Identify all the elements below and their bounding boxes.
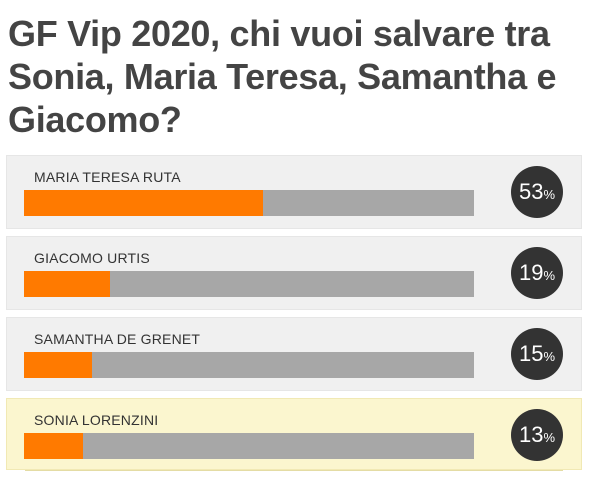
result-bar-fill — [24, 352, 92, 378]
percent-sign: % — [543, 187, 556, 202]
percent-value: 53 — [518, 179, 544, 204]
result-bar-fill — [24, 433, 83, 459]
result-bar-fill — [24, 190, 263, 216]
result-bar-track — [24, 271, 474, 297]
option-label: MARIA TERESA RUTA — [34, 169, 181, 185]
poll-option[interactable]: GIACOMO URTIS 19% — [6, 236, 582, 310]
poll-options-list: MARIA TERESA RUTA 53% GIACOMO URTIS 19% … — [6, 155, 582, 477]
percent-badge: 13% — [511, 409, 563, 461]
percent-sign: % — [543, 349, 556, 364]
option-label: SAMANTHA DE GRENET — [34, 331, 201, 347]
percent-sign: % — [543, 268, 556, 283]
option-label: GIACOMO URTIS — [34, 250, 150, 266]
percent-value: 19 — [518, 260, 544, 285]
percent-badge: 15% — [511, 328, 563, 380]
option-label: SONIA LORENZINI — [34, 412, 159, 428]
poll-option[interactable]: MARIA TERESA RUTA 53% — [6, 155, 582, 229]
percent-badge: 19% — [511, 247, 563, 299]
percent-value: 15 — [518, 341, 544, 366]
result-bar-track — [24, 190, 474, 216]
poll-option-selected[interactable]: SONIA LORENZINI 13% — [6, 398, 582, 471]
percent-badge: 53% — [511, 166, 563, 218]
result-bar-track — [24, 433, 474, 459]
percent-value: 13 — [518, 422, 544, 447]
poll-option[interactable]: SAMANTHA DE GRENET 15% — [6, 317, 582, 391]
result-bar-fill — [24, 271, 110, 297]
percent-sign: % — [543, 430, 556, 445]
result-bar-track — [24, 352, 474, 378]
poll-title: GF Vip 2020, chi vuoi salvare tra Sonia,… — [8, 13, 557, 140]
